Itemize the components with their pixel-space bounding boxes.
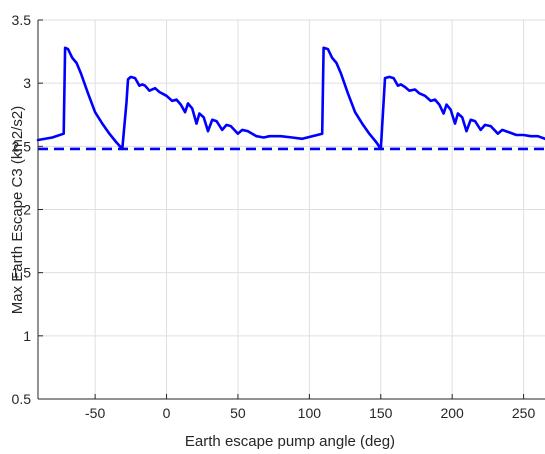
x-tick-label: 0 (163, 405, 171, 421)
x-axis-label: Earth escape pump angle (deg) (185, 433, 395, 450)
ticks: -50 0 50 100 150 200 250 0.5 1 1.5 2 2.5 3 3.5 (12, 12, 536, 421)
max-c3-series-line (36, 46, 545, 151)
x-tick-label: 150 (369, 405, 393, 421)
y-axis-label: Max Earth Escape C3 (km2/s2) (9, 106, 26, 314)
y-tick-label: 0.5 (12, 391, 32, 407)
y-tick-label: 2.5 (12, 138, 32, 154)
y-tick-label: 3 (23, 75, 31, 91)
x-tick-label: 100 (298, 405, 322, 421)
y-tick-label: 1 (23, 328, 31, 344)
x-tick-label: 50 (230, 405, 246, 421)
y-tick-label: 3.5 (12, 12, 32, 28)
x-tick-label: 200 (440, 405, 464, 421)
y-tick-label: 1.5 (12, 265, 32, 281)
grid-lines (38, 19, 545, 399)
series-layer (36, 46, 545, 151)
x-tick-label: -50 (85, 405, 105, 421)
y-tick-label: 2 (23, 202, 31, 218)
x-tick-label: 250 (512, 405, 536, 421)
